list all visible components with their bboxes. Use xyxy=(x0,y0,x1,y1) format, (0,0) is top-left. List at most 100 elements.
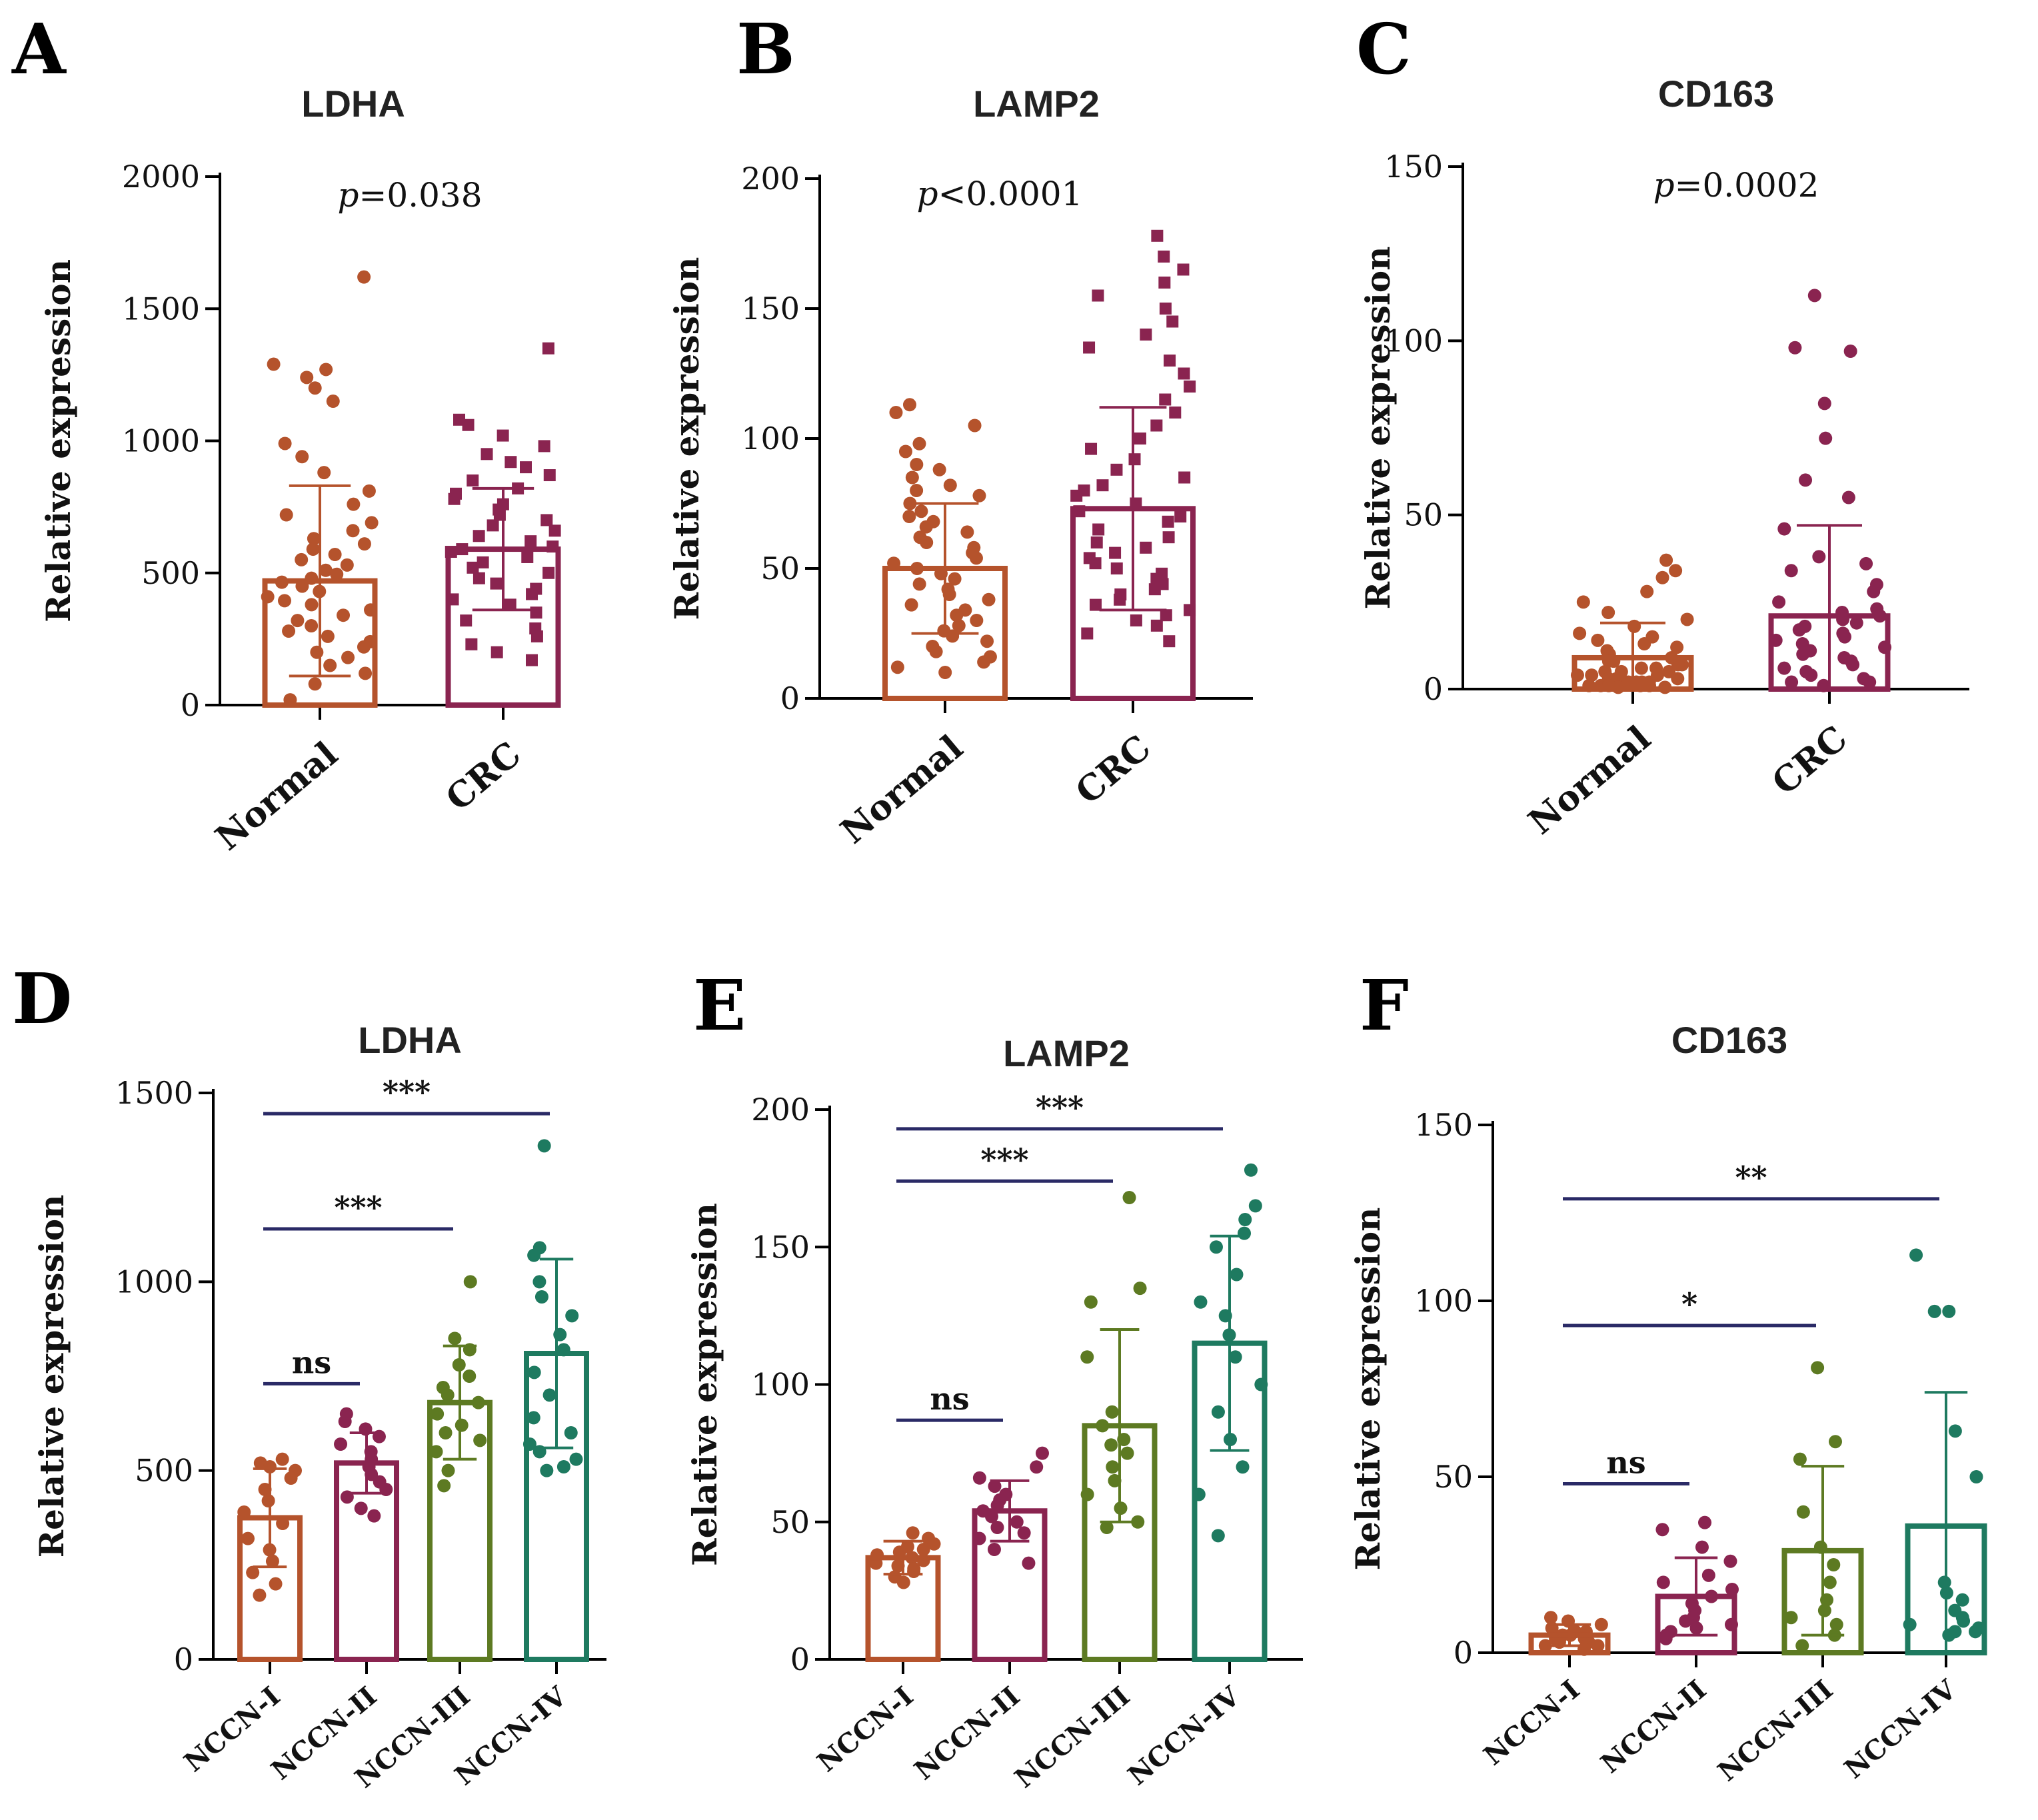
data-point xyxy=(241,1531,255,1545)
data-point xyxy=(1090,536,1103,548)
data-point xyxy=(1159,393,1172,406)
data-point xyxy=(1010,1515,1024,1529)
data-point xyxy=(284,1471,298,1485)
data-point xyxy=(263,1460,277,1473)
data-point xyxy=(950,608,964,622)
panel-letter: D xyxy=(12,958,72,1040)
data-point xyxy=(569,1452,583,1466)
data-point xyxy=(1827,1558,1841,1571)
data-point xyxy=(1162,531,1175,544)
data-point xyxy=(530,606,542,619)
data-point xyxy=(467,561,479,574)
data-point xyxy=(504,598,516,611)
data-point xyxy=(548,524,561,537)
data-point xyxy=(919,520,933,534)
data-point xyxy=(524,535,537,548)
category-label: Normal xyxy=(1521,718,1658,842)
data-point xyxy=(1942,1628,1956,1642)
data-point xyxy=(448,492,461,505)
data-point xyxy=(970,614,984,627)
data-point xyxy=(465,638,478,650)
data-point xyxy=(278,437,292,451)
data-point xyxy=(1134,433,1146,445)
category-label: NCCN-III xyxy=(1009,1681,1136,1795)
data-point xyxy=(1151,229,1164,242)
data-point xyxy=(357,537,371,551)
y-tick-label: 150 xyxy=(751,1229,810,1265)
data-point xyxy=(1194,1295,1208,1309)
data-point xyxy=(481,448,493,460)
panel-e: E LAMP2 0 50 100 150 200 Relative expression NCC… xyxy=(685,964,1303,1794)
data-point xyxy=(1695,1540,1709,1554)
data-point xyxy=(530,630,543,642)
data-point xyxy=(1777,661,1791,675)
data-point xyxy=(1160,609,1172,622)
data-point xyxy=(473,530,485,542)
data-point xyxy=(1846,658,1860,672)
data-point xyxy=(275,1452,289,1466)
data-point xyxy=(1804,668,1818,682)
data-point xyxy=(462,419,475,431)
data-point xyxy=(914,504,928,518)
data-point xyxy=(1817,397,1831,411)
data-point xyxy=(932,462,946,476)
category-label: NCCN-II xyxy=(1595,1674,1712,1780)
y-axis-label: Relative expression xyxy=(39,259,78,622)
data-point xyxy=(1162,515,1174,528)
y-tick-label: 150 xyxy=(1414,1107,1473,1143)
data-point xyxy=(341,650,355,664)
data-point xyxy=(1084,1295,1098,1309)
data-point xyxy=(460,614,473,627)
data-point xyxy=(1108,1473,1122,1487)
data-point xyxy=(1177,263,1190,276)
p-value: p<0.0001 xyxy=(917,175,1083,213)
significance-label: ns xyxy=(930,1381,969,1417)
data-point xyxy=(1209,1240,1223,1254)
data-point xyxy=(278,594,292,608)
data-point xyxy=(1104,1438,1118,1452)
data-point xyxy=(1244,1163,1258,1177)
data-point xyxy=(258,1483,272,1496)
data-point xyxy=(1017,1526,1031,1540)
data-point xyxy=(891,1559,905,1573)
data-point xyxy=(1158,277,1171,289)
significance-label: *** xyxy=(980,1142,1028,1178)
data-point xyxy=(1671,672,1685,686)
data-point xyxy=(540,1463,554,1477)
data-point xyxy=(319,363,333,377)
data-point xyxy=(968,419,982,433)
significance-label: ns xyxy=(292,1344,331,1380)
panel-f: F CD163 0 50 100 150 Relative expression NCCN-I… xyxy=(1348,964,1987,1787)
data-point xyxy=(1955,1593,1969,1607)
data-point xyxy=(1795,1639,1809,1653)
data-point xyxy=(910,484,924,497)
data-point xyxy=(330,567,344,581)
data-point xyxy=(300,371,314,385)
data-point xyxy=(1092,523,1105,536)
data-point xyxy=(310,645,324,659)
y-tick-label: 50 xyxy=(1434,1459,1473,1495)
data-point xyxy=(890,660,904,674)
data-point xyxy=(1601,606,1615,620)
data-point xyxy=(906,1526,920,1540)
data-point xyxy=(1100,1521,1114,1534)
data-point xyxy=(912,437,926,451)
y-tick-label: 2000 xyxy=(122,159,200,195)
data-point xyxy=(362,484,376,498)
data-point xyxy=(1655,570,1669,584)
data-point xyxy=(1174,510,1187,522)
data-point xyxy=(946,629,960,643)
data-point xyxy=(1030,1460,1044,1474)
data-point xyxy=(912,577,926,591)
data-point xyxy=(1867,584,1881,598)
data-point xyxy=(367,1509,381,1523)
chart-title: LDHA xyxy=(358,1019,462,1061)
data-point xyxy=(525,654,538,666)
panel-letter: E xyxy=(693,964,746,1046)
data-point xyxy=(521,550,534,563)
data-point xyxy=(1178,471,1191,484)
data-point xyxy=(1723,1554,1737,1568)
data-point xyxy=(308,677,322,691)
data-point xyxy=(1969,1470,1983,1483)
